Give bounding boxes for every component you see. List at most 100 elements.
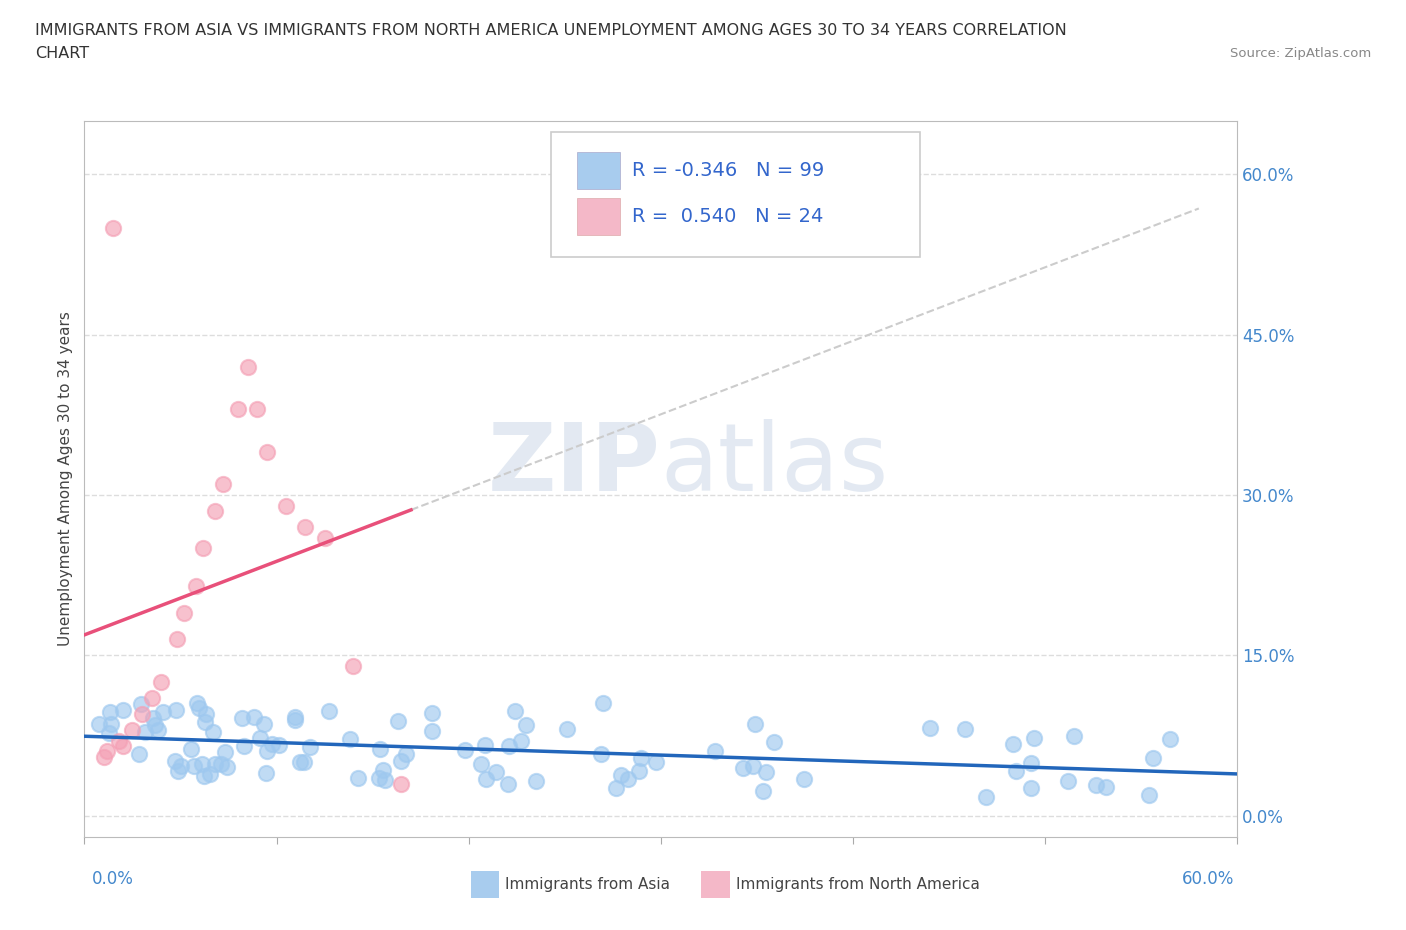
- FancyBboxPatch shape: [702, 870, 730, 897]
- Point: [498, 738, 520, 753]
- Point: [953, 722, 976, 737]
- Point: [1001, 737, 1024, 751]
- Point: [793, 772, 815, 787]
- Point: [610, 767, 633, 782]
- Point: [236, 359, 259, 374]
- Text: Immigrants from Asia: Immigrants from Asia: [505, 877, 671, 892]
- Point: [180, 742, 202, 757]
- Point: [704, 744, 727, 759]
- Point: [256, 445, 278, 459]
- Point: [1142, 751, 1164, 765]
- Point: [342, 658, 364, 673]
- Point: [454, 742, 477, 757]
- Point: [141, 691, 163, 706]
- Point: [163, 753, 186, 768]
- Point: [166, 631, 188, 646]
- Point: [347, 771, 370, 786]
- Text: Source: ZipAtlas.com: Source: ZipAtlas.com: [1230, 46, 1371, 60]
- Point: [292, 755, 315, 770]
- Point: [1004, 764, 1026, 778]
- Point: [1022, 731, 1045, 746]
- Text: Immigrants from North America: Immigrants from North America: [735, 877, 980, 892]
- Point: [284, 713, 307, 728]
- Point: [1094, 779, 1116, 794]
- Point: [98, 705, 121, 720]
- Y-axis label: Unemployment Among Ages 30 to 34 years: Unemployment Among Ages 30 to 34 years: [58, 312, 73, 646]
- Text: R =  0.540   N = 24: R = 0.540 N = 24: [633, 207, 824, 226]
- Point: [526, 774, 548, 789]
- Point: [276, 498, 298, 513]
- Point: [515, 718, 537, 733]
- Point: [146, 722, 169, 737]
- Point: [395, 747, 418, 762]
- Point: [1019, 755, 1042, 770]
- Point: [920, 721, 942, 736]
- Point: [510, 734, 533, 749]
- Point: [470, 756, 492, 771]
- FancyBboxPatch shape: [576, 198, 620, 235]
- Point: [194, 714, 217, 729]
- Point: [97, 725, 120, 740]
- Point: [645, 755, 668, 770]
- Point: [498, 777, 520, 791]
- Text: R = -0.346   N = 99: R = -0.346 N = 99: [633, 161, 824, 179]
- Point: [294, 520, 316, 535]
- Point: [742, 758, 765, 773]
- Text: ZIP: ZIP: [488, 418, 661, 511]
- Point: [389, 753, 412, 768]
- Point: [152, 704, 174, 719]
- Point: [474, 737, 496, 752]
- Point: [103, 220, 124, 235]
- Point: [246, 402, 269, 417]
- Point: [215, 760, 238, 775]
- Point: [96, 744, 118, 759]
- Text: IMMIGRANTS FROM ASIA VS IMMIGRANTS FROM NORTH AMERICA UNEMPLOYMENT AMONG AGES 30: IMMIGRANTS FROM ASIA VS IMMIGRANTS FROM …: [35, 23, 1067, 38]
- Point: [211, 477, 233, 492]
- Point: [193, 768, 215, 783]
- Point: [209, 757, 232, 772]
- FancyBboxPatch shape: [576, 152, 620, 189]
- Point: [374, 772, 396, 787]
- Point: [1137, 788, 1160, 803]
- Point: [373, 763, 395, 777]
- Point: [226, 402, 249, 417]
- Point: [592, 696, 614, 711]
- Point: [243, 710, 266, 724]
- Point: [170, 758, 193, 773]
- Point: [184, 578, 207, 593]
- Point: [744, 717, 766, 732]
- Point: [93, 750, 115, 764]
- Point: [253, 717, 276, 732]
- FancyBboxPatch shape: [471, 870, 499, 897]
- Point: [269, 738, 291, 753]
- Point: [1085, 777, 1108, 792]
- Point: [339, 732, 361, 747]
- Point: [485, 765, 508, 780]
- Point: [628, 764, 651, 778]
- Point: [167, 764, 190, 778]
- Point: [763, 735, 786, 750]
- Point: [188, 700, 211, 715]
- Point: [752, 783, 775, 798]
- Point: [731, 761, 754, 776]
- Point: [254, 765, 277, 780]
- Point: [387, 714, 409, 729]
- Point: [299, 740, 322, 755]
- Point: [186, 696, 208, 711]
- Point: [630, 751, 652, 765]
- Point: [420, 705, 443, 720]
- Point: [231, 711, 253, 725]
- Point: [288, 754, 311, 769]
- Point: [183, 759, 205, 774]
- Point: [314, 530, 336, 545]
- Point: [204, 756, 226, 771]
- Point: [420, 724, 443, 738]
- Point: [256, 744, 278, 759]
- Point: [1159, 732, 1181, 747]
- Point: [503, 704, 526, 719]
- Point: [367, 771, 389, 786]
- Point: [201, 724, 224, 739]
- Point: [89, 716, 111, 731]
- FancyBboxPatch shape: [551, 132, 921, 257]
- Point: [1019, 780, 1042, 795]
